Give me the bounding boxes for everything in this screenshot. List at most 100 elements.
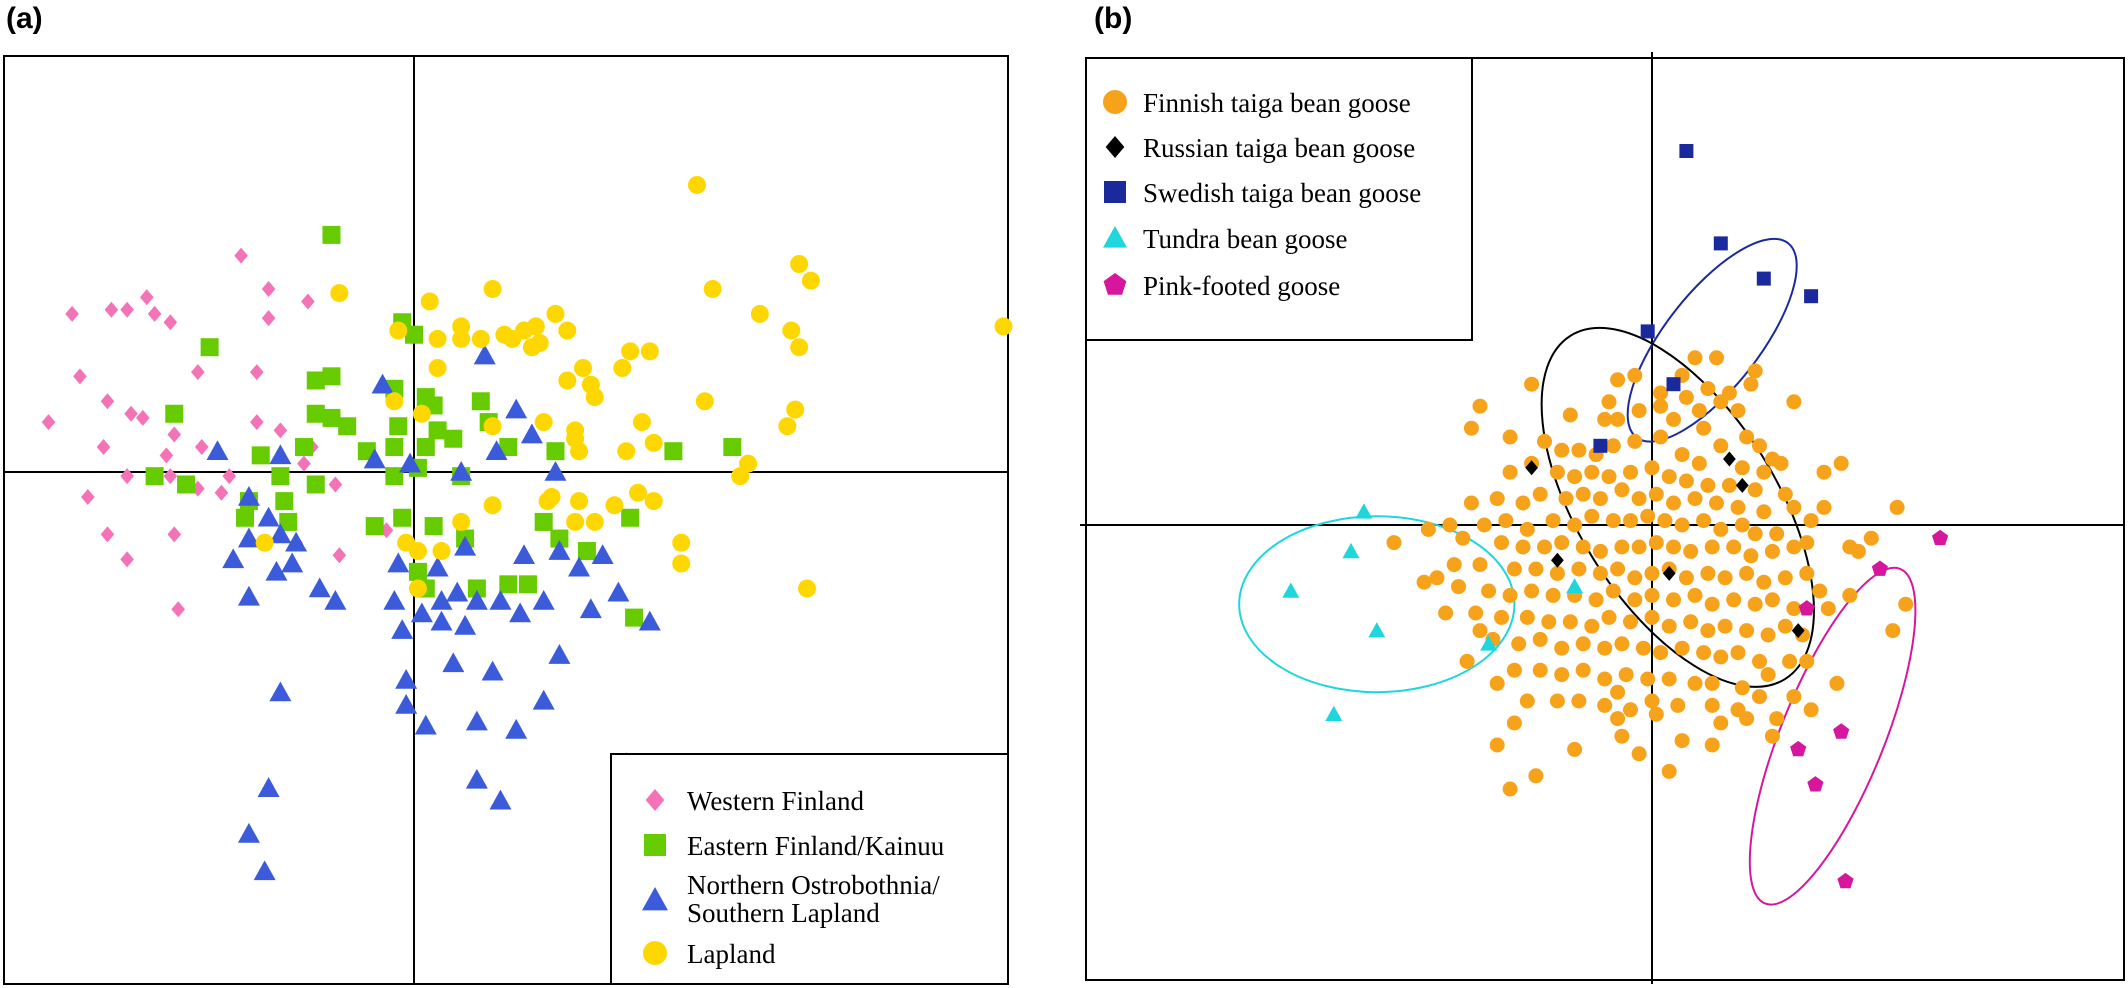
panel-b-legend-box — [1085, 57, 1473, 341]
point-swedish-taiga-bean-goose — [1679, 144, 1694, 158]
point-finnish-taiga-bean-goose — [1614, 636, 1630, 652]
point-northern-ostrobothnia-southern-lapland — [509, 602, 532, 623]
point-eastern-finland-kainuu — [145, 467, 164, 486]
point-northern-ostrobothnia-southern-lapland — [473, 344, 496, 365]
point-northern-ostrobothnia-southern-lapland — [391, 619, 414, 639]
point-finnish-taiga-bean-goose — [1799, 535, 1815, 551]
point-finnish-taiga-bean-goose — [1627, 367, 1643, 383]
point-swedish-taiga-bean-goose — [1593, 438, 1608, 453]
point-finnish-taiga-bean-goose — [1610, 684, 1626, 700]
point-finnish-taiga-bean-goose — [1799, 653, 1815, 669]
panel-b-legend: Finnish taiga bean goose Russian taiga b… — [1085, 57, 1473, 341]
ellipse-russian-taiga-bean-goose — [1540, 326, 1815, 688]
point-finnish-taiga-bean-goose — [1631, 403, 1647, 419]
point-finnish-taiga-bean-goose — [1597, 411, 1613, 427]
point-eastern-finland-kainuu — [518, 575, 537, 594]
point-lapland — [786, 400, 805, 419]
point-northern-ostrobothnia-southern-lapland — [206, 440, 229, 460]
point-northern-ostrobothnia-southern-lapland — [513, 544, 536, 564]
point-western-finland — [167, 426, 182, 443]
legend-b-label-tundra: Tundra bean goose — [1143, 224, 1347, 254]
point-finnish-taiga-bean-goose — [1537, 433, 1552, 449]
point-northern-ostrobothnia-southern-lapland — [383, 589, 406, 610]
point-eastern-finland-kainuu — [322, 225, 341, 244]
point-lapland — [573, 359, 592, 377]
point-northern-ostrobothnia-southern-lapland — [269, 444, 292, 465]
point-northern-ostrobothnia-southern-lapland — [465, 589, 488, 610]
point-finnish-taiga-bean-goose — [1747, 526, 1763, 542]
point-tundra-bean-goose — [1342, 542, 1360, 559]
point-finnish-taiga-bean-goose — [1498, 513, 1514, 529]
point-eastern-finland-kainuu — [271, 467, 290, 486]
point-western-finland — [250, 414, 264, 431]
point-finnish-taiga-bean-goose — [1640, 671, 1656, 687]
point-lapland — [790, 255, 809, 273]
panel-a-legend-box — [610, 753, 1009, 985]
point-western-finland — [171, 601, 185, 618]
point-finnish-taiga-bean-goose — [1786, 601, 1802, 617]
point-lapland — [994, 317, 1013, 336]
point-finnish-taiga-bean-goose — [1803, 513, 1819, 529]
point-finnish-taiga-bean-goose — [1777, 570, 1793, 586]
point-finnish-taiga-bean-goose — [1519, 609, 1535, 625]
point-finnish-taiga-bean-goose — [1799, 565, 1815, 581]
point-finnish-taiga-bean-goose — [1618, 667, 1634, 683]
point-lapland — [546, 304, 565, 323]
point-finnish-taiga-bean-goose — [1674, 640, 1690, 656]
point-finnish-taiga-bean-goose — [1756, 574, 1772, 590]
point-western-finland — [163, 314, 178, 331]
point-finnish-taiga-bean-goose — [1592, 491, 1608, 507]
point-finnish-taiga-bean-goose — [1489, 737, 1505, 753]
point-northern-ostrobothnia-southern-lapland — [579, 598, 602, 619]
point-lapland — [613, 359, 632, 377]
point-lapland — [617, 442, 636, 461]
circle-legend-marker — [1103, 90, 1127, 114]
point-western-finland — [136, 409, 150, 426]
point-finnish-taiga-bean-goose — [1614, 482, 1630, 498]
point-northern-ostrobothnia-southern-lapland — [450, 461, 473, 481]
point-western-finland — [261, 310, 276, 327]
point-western-finland — [191, 364, 205, 381]
point-eastern-finland-kainuu — [385, 438, 404, 457]
point-lapland — [750, 304, 769, 323]
point-finnish-taiga-bean-goose — [1532, 486, 1548, 502]
point-eastern-finland-kainuu — [306, 475, 325, 494]
point-pink-footed-goose — [1833, 723, 1850, 739]
point-northern-ostrobothnia-southern-lapland — [253, 860, 276, 881]
legend-a-item-eastern-finland: Eastern Finland/Kainuu — [644, 831, 945, 861]
point-tundra-bean-goose — [1282, 582, 1300, 598]
series-finnish-taiga-bean-goose — [1386, 350, 1914, 797]
point-lapland — [255, 533, 274, 552]
point-finnish-taiga-bean-goose — [1386, 535, 1402, 551]
point-finnish-taiga-bean-goose — [1752, 438, 1767, 454]
point-northern-ostrobothnia-southern-lapland — [308, 577, 331, 598]
legend-b-label-russian: Russian taiga bean goose — [1143, 133, 1415, 163]
point-finnish-taiga-bean-goose — [1631, 746, 1647, 762]
panel-b-points — [1282, 144, 1949, 889]
point-northern-ostrobothnia-southern-lapland — [257, 777, 280, 797]
point-western-finland — [65, 305, 79, 322]
point-finnish-taiga-bean-goose — [1416, 574, 1432, 590]
point-finnish-taiga-bean-goose — [1777, 618, 1793, 634]
point-finnish-taiga-bean-goose — [1506, 715, 1522, 731]
point-finnish-taiga-bean-goose — [1549, 565, 1565, 581]
point-eastern-finland-kainuu — [393, 508, 412, 527]
point-finnish-taiga-bean-goose — [1554, 640, 1570, 656]
point-northern-ostrobothnia-southern-lapland — [237, 485, 260, 506]
point-finnish-taiga-bean-goose — [1683, 543, 1699, 559]
point-finnish-taiga-bean-goose — [1734, 517, 1750, 533]
point-finnish-taiga-bean-goose — [1885, 623, 1901, 639]
point-western-finland — [214, 484, 229, 501]
point-western-finland — [104, 301, 119, 318]
legend-b-item-russian: Russian taiga bean goose — [1105, 133, 1415, 163]
point-lapland — [522, 338, 541, 357]
point-russian-taiga-bean-goose — [1662, 565, 1676, 581]
point-finnish-taiga-bean-goose — [1451, 579, 1466, 595]
point-eastern-finland-kainuu — [385, 467, 404, 486]
point-finnish-taiga-bean-goose — [1700, 381, 1716, 397]
point-western-finland — [120, 301, 134, 318]
point-lapland — [452, 512, 471, 531]
point-finnish-taiga-bean-goose — [1713, 715, 1729, 731]
point-northern-ostrobothnia-southern-lapland — [638, 610, 661, 631]
point-northern-ostrobothnia-southern-lapland — [324, 589, 347, 610]
